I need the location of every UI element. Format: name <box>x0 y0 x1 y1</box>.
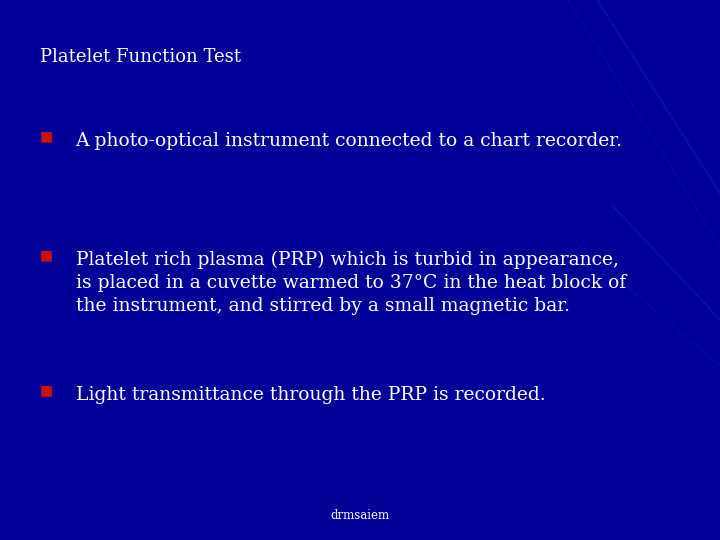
Text: drmsaiem: drmsaiem <box>330 509 390 522</box>
Text: Platelet rich plasma (PRP) which is turbid in appearance,
is placed in a cuvette: Platelet rich plasma (PRP) which is turb… <box>76 251 626 315</box>
Text: ■: ■ <box>40 248 53 262</box>
Text: Platelet Function Test: Platelet Function Test <box>40 48 240 66</box>
Text: A photo-optical instrument connected to a chart recorder.: A photo-optical instrument connected to … <box>76 132 623 150</box>
Text: Light transmittance through the PRP is recorded.: Light transmittance through the PRP is r… <box>76 386 545 404</box>
Text: ■: ■ <box>40 130 53 144</box>
Text: ■: ■ <box>40 383 53 397</box>
